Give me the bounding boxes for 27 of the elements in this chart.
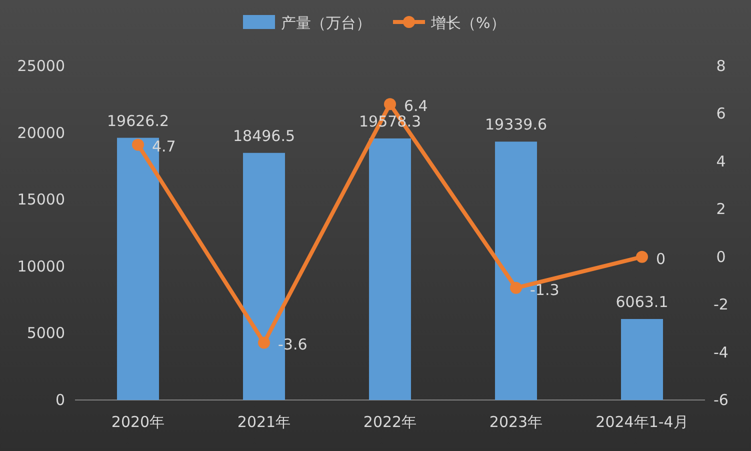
y2-tick-label: 8 — [716, 57, 726, 75]
data-label: 19626.2 — [106, 112, 170, 130]
y2-tick-label: -2 — [714, 296, 728, 314]
legend-label: 产量（万台） — [281, 14, 371, 32]
y-tick-label: 25000 — [17, 57, 65, 75]
y-tick-label: 0 — [55, 391, 65, 409]
data-label: 18496.5 — [232, 126, 296, 145]
x-tick-label: 2024年1-4月 — [596, 413, 688, 431]
x-tick-label: 2023年 — [489, 413, 543, 431]
data-label: 6.4 — [404, 97, 428, 116]
y2-tick-label: -6 — [714, 391, 728, 409]
y2-tick-label: 0 — [716, 248, 726, 266]
data-label: 19339.6 — [484, 116, 548, 134]
legend-label: 增长（%） — [430, 14, 506, 32]
y2-tick-label: -4 — [714, 343, 728, 362]
data-label: 0 — [656, 250, 666, 268]
x-tick-label: 2022年 — [363, 413, 417, 431]
y2-tick-label: 6 — [716, 104, 726, 123]
x-tick-label: 2021年 — [237, 413, 291, 431]
y-tick-label: 15000 — [17, 190, 65, 209]
y2-tick-label: 4 — [716, 152, 726, 170]
y-tick-label: 20000 — [17, 124, 65, 142]
y2-tick-label: 2 — [716, 200, 726, 218]
y-tick-label: 10000 — [17, 257, 65, 276]
data-label: 6063.1 — [616, 292, 668, 311]
y-tick-label: 5000 — [26, 324, 65, 342]
x-tick-label: 2020年 — [111, 413, 165, 431]
